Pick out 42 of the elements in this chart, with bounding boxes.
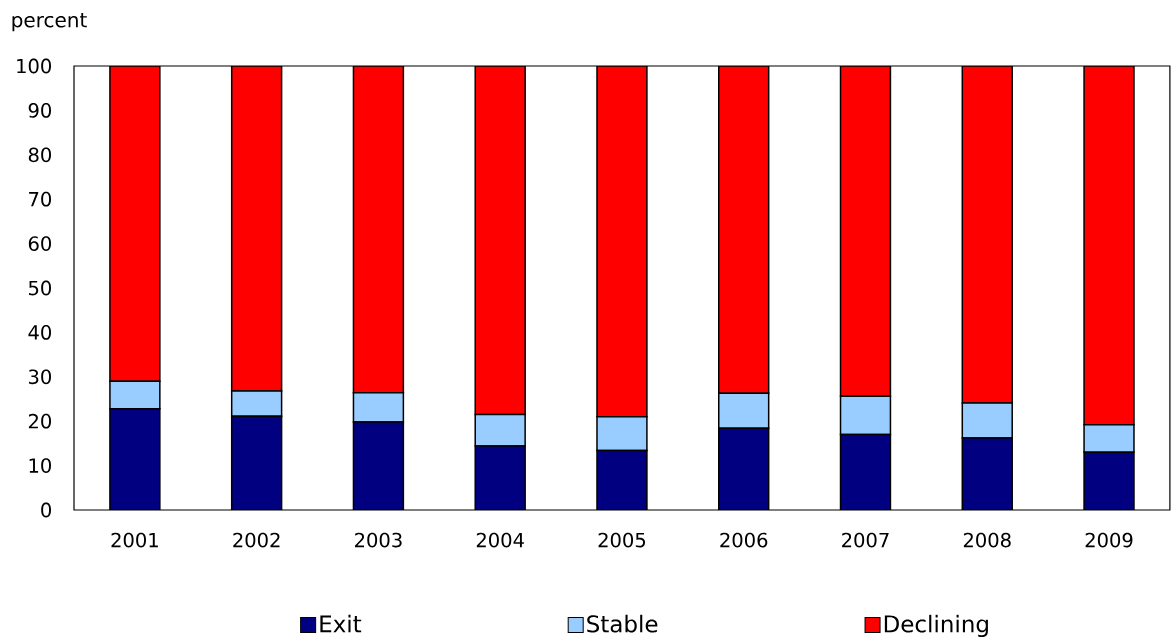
x-tick-label: 2007 xyxy=(842,532,889,548)
bar xyxy=(352,66,405,394)
x-tick-label: 2005 xyxy=(598,532,646,548)
bar xyxy=(718,66,770,394)
y-tick-label: 100 xyxy=(17,58,51,74)
y-tick-label: 10 xyxy=(29,458,51,473)
bar xyxy=(474,66,526,416)
y-tick-label: 20 xyxy=(28,413,51,429)
legend-label: Stable xyxy=(587,614,658,633)
x-tick-label: 2006 xyxy=(720,532,768,548)
bar xyxy=(230,415,283,510)
y-tick-label: 70 xyxy=(29,191,51,207)
bar xyxy=(1083,451,1135,510)
y-tick-label: 30 xyxy=(28,369,51,385)
y-tick-label: 90 xyxy=(28,103,51,118)
y-axis-title: percent xyxy=(12,13,87,32)
y-tick-label: 50 xyxy=(28,280,51,296)
x-tick-label: 2008 xyxy=(963,532,1011,548)
bar xyxy=(109,66,161,382)
bar xyxy=(961,66,1013,404)
bar xyxy=(718,427,770,510)
y-tick-label: 60 xyxy=(28,236,51,251)
bar xyxy=(839,433,892,510)
x-tick-label: 2004 xyxy=(476,532,524,548)
x-tick-label: 2001 xyxy=(111,532,158,548)
bar xyxy=(474,445,526,510)
bar xyxy=(1083,66,1135,426)
bar xyxy=(352,421,405,510)
bar xyxy=(230,66,283,392)
bar xyxy=(839,66,892,398)
x-tick-label: 2002 xyxy=(233,532,280,548)
bar xyxy=(596,66,648,418)
x-tick-label: 2003 xyxy=(355,532,402,548)
bar xyxy=(109,408,161,510)
y-tick-label: 0 xyxy=(41,502,51,518)
bar xyxy=(596,449,648,510)
x-tick-label: 2009 xyxy=(1085,532,1133,548)
bar xyxy=(961,437,1013,510)
y-tick-label: 80 xyxy=(28,147,51,163)
y-tick-label: 40 xyxy=(28,325,51,340)
legend-label: Declining xyxy=(884,614,988,637)
legend-label: Exit xyxy=(320,614,362,633)
